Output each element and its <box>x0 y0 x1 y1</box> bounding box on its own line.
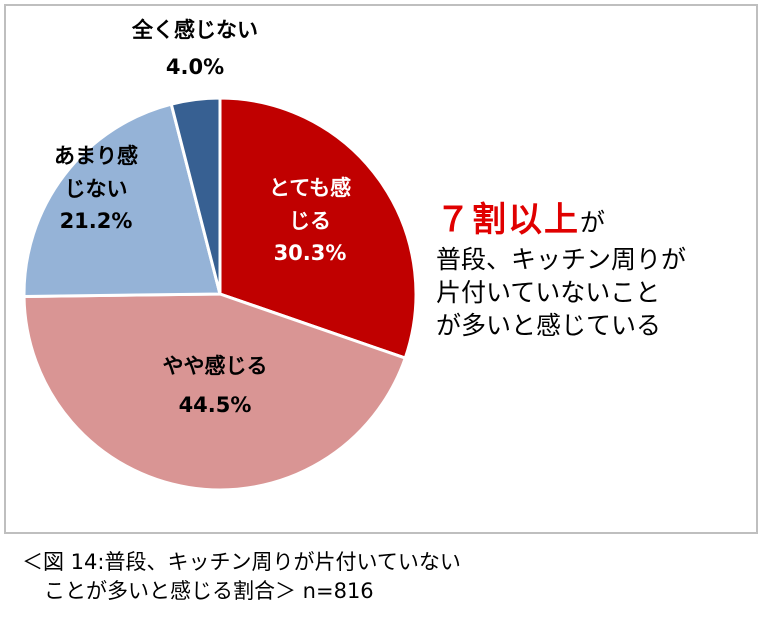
slice-label-yaya: やや感じる 44.5% <box>130 350 300 421</box>
callout-line-1: 普段、キッチン周りが <box>436 245 687 274</box>
caption-line-1: ＜図 14:普段、キッチン周りが片付いていない <box>22 550 461 574</box>
slice-label-totemo: とても感 じる 30.3% <box>250 172 370 270</box>
slice-label-totemo-line2: じる <box>289 208 331 233</box>
slice-label-yaya-line1: やや感じる <box>162 354 268 378</box>
slice-label-amari-line2: じない <box>64 176 128 201</box>
slice-mattaku <box>169 96 222 295</box>
slice-value-mattaku: 4.0% <box>165 54 225 79</box>
slice-amari <box>22 102 222 298</box>
slice-label-mattaku-line1: 全く感じない <box>132 18 258 42</box>
slice-value-yaya: 44.5% <box>178 392 252 417</box>
slice-totemo <box>218 96 418 360</box>
slice-label-amari-line1: あまり感 <box>54 144 138 168</box>
caption-line-2: ことが多いと感じる割合＞ n=816 <box>44 579 374 604</box>
slice-label-totemo-line1: とても感 <box>268 176 352 200</box>
slice-yaya <box>22 292 408 492</box>
callout-highlight: ７割以上 <box>436 200 580 240</box>
figure-caption: ＜図 14:普段、キッチン周りが片付いていない ことが多いと感じる割合＞ n=8… <box>22 548 461 607</box>
callout-body: 普段、キッチン周りが 片付いていないこと が多いと感じている <box>436 243 746 342</box>
slice-value-amari: 21.2% <box>59 209 133 234</box>
slice-value-totemo: 30.3% <box>273 241 347 266</box>
callout-line-2: 片付いていないこと <box>436 278 661 307</box>
callout-line-3: が多いと感じている <box>436 311 662 340</box>
slice-label-amari: あまり感 じない 21.2% <box>36 140 156 238</box>
callout-highlight-suffix: が <box>580 208 606 237</box>
slice-label-mattaku: 全く感じない 4.0% <box>100 14 290 83</box>
callout: ７割以上が 普段、キッチン周りが 片付いていないこと が多いと感じている <box>436 192 746 342</box>
